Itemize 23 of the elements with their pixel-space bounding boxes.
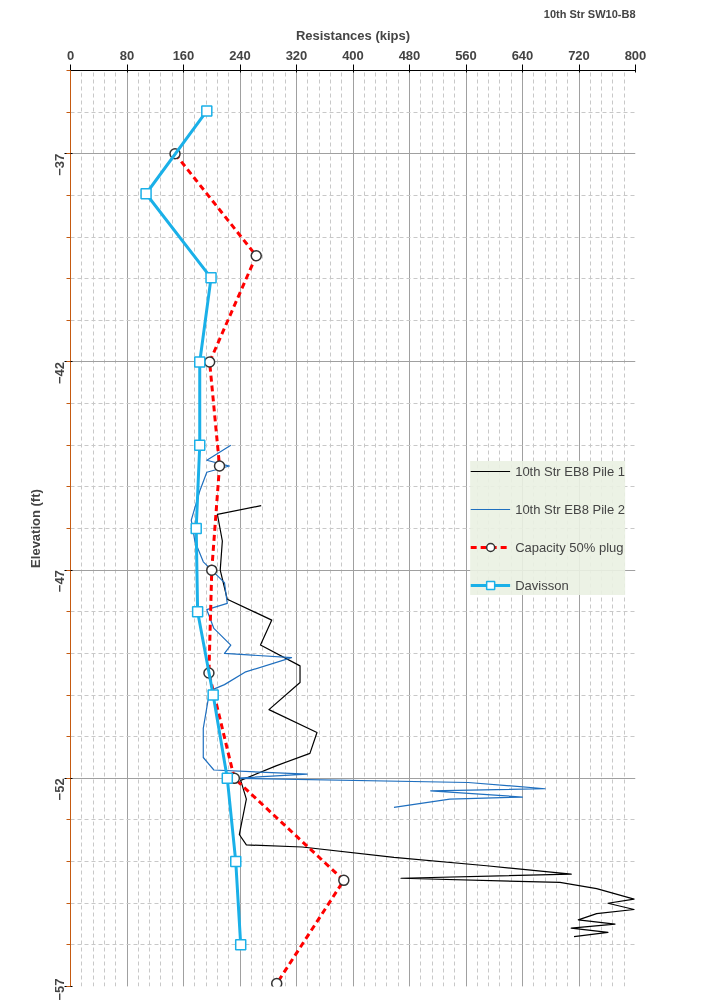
x-tick-label: 160 [172, 47, 195, 63]
x-tick-label: 720 [568, 47, 590, 63]
legend-label: Capacity 50% plug [515, 539, 624, 555]
x-tick-label: 480 [398, 47, 421, 63]
legend-label: 10th Str EB8 Pile 2 [515, 501, 625, 517]
x-tick-label: 240 [229, 47, 251, 63]
text: 10th Str SW10-B8 [543, 7, 636, 20]
y-tick-label: −37 [52, 153, 67, 176]
x-tick-label: 320 [285, 47, 308, 63]
legend-label: Davisson [515, 577, 569, 593]
y-tick-label: −47 [52, 570, 67, 593]
y-tick-label: −42 [52, 361, 67, 385]
x-tick-label: 400 [342, 47, 364, 63]
y-axis-title: Elevation (ft) [27, 489, 43, 568]
legend-label: 10th Str EB8 Pile 1 [515, 463, 625, 479]
x-tick-label: 560 [455, 47, 477, 63]
x-tick-label: 800 [624, 47, 647, 63]
x-tick-label: 640 [511, 47, 534, 63]
x-axis-title: Resistances (kips) [295, 27, 411, 43]
x-tick-label: 80 [119, 47, 135, 63]
x-tick-label: 0 [66, 47, 75, 63]
y-tick-label: −52 [52, 778, 67, 801]
y-tick-label: −57 [52, 978, 67, 1001]
